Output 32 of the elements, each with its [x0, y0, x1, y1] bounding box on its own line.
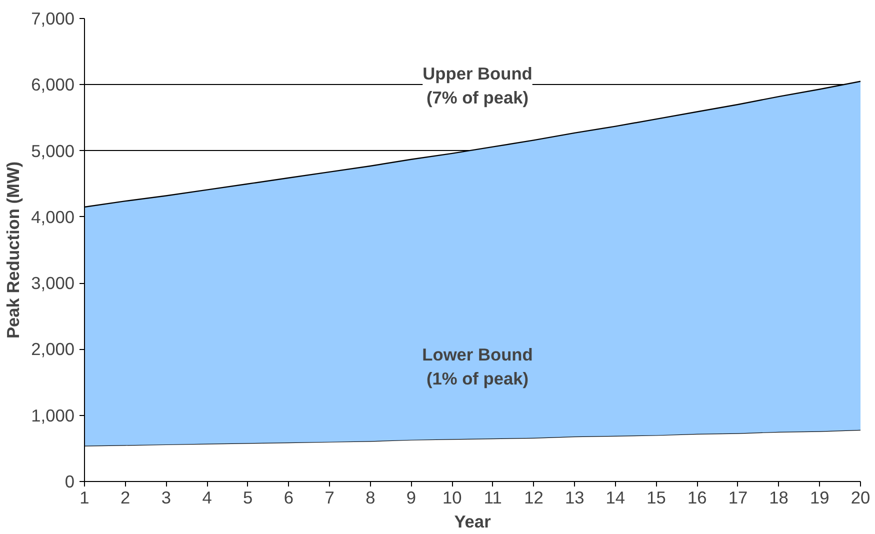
- x-tick-label: 20: [850, 488, 870, 508]
- x-tick-label: 5: [243, 488, 253, 508]
- x-axis-title: Year: [454, 512, 492, 532]
- y-tick-label: 7,000: [31, 8, 75, 28]
- x-tick-label: 6: [284, 488, 294, 508]
- y-tick-label: 3,000: [31, 273, 75, 294]
- x-tick-label: 14: [606, 488, 626, 508]
- x-tick-label: 2: [120, 488, 130, 508]
- x-tick-label: 1: [80, 488, 90, 508]
- y-tick-label: 1,000: [31, 405, 75, 426]
- y-tick-label: 0: [64, 472, 75, 492]
- x-tick-label: 13: [564, 488, 584, 508]
- x-tick-label: 7: [324, 488, 334, 508]
- x-tick-label: 11: [484, 488, 502, 508]
- x-tick-label: 17: [728, 488, 748, 508]
- x-tick-label: 9: [406, 488, 416, 508]
- x-tick-label: 18: [769, 488, 788, 508]
- x-tick-label: 12: [524, 488, 544, 508]
- x-tick-label: 15: [646, 488, 666, 508]
- annotation: Upper Bound (7% of peak): [422, 64, 532, 108]
- x-tick-label: 16: [687, 488, 707, 508]
- y-tick-label: 5,000: [31, 140, 75, 161]
- x-tick-label: 19: [810, 488, 830, 508]
- x-tick-label: 3: [161, 488, 172, 508]
- x-tick-label: 10: [442, 488, 462, 508]
- y-tick-label: 6,000: [31, 74, 75, 95]
- y-axis-title: Peak Reduction (MW): [3, 161, 24, 339]
- annotation: Lower Bound (1% of peak): [422, 344, 533, 388]
- x-tick-label: 8: [366, 488, 376, 508]
- x-tick-label: 4: [202, 488, 212, 508]
- y-tick-label: 2,000: [31, 339, 75, 360]
- y-tick-label: 4,000: [31, 206, 75, 227]
